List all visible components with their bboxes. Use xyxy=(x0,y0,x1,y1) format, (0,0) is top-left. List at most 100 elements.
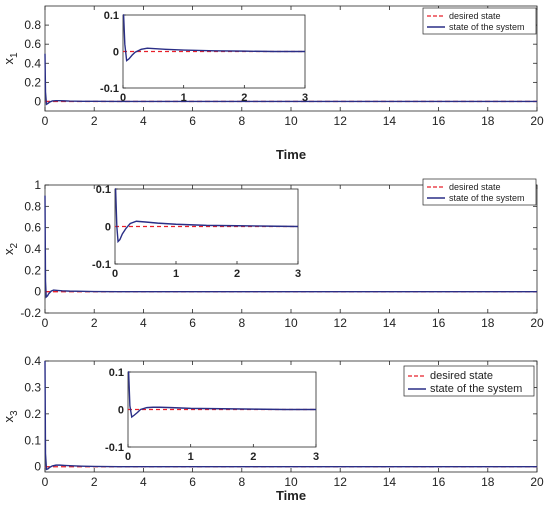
x-tick-label: 2 xyxy=(91,316,98,330)
inset-series-system-state-line xyxy=(114,188,299,244)
inset-x-tick-label: 2 xyxy=(250,451,256,463)
x-tick-label: 12 xyxy=(334,475,348,489)
y-tick-label: 0.6 xyxy=(24,221,41,235)
series-system-state-line xyxy=(44,360,537,471)
x-tick-label: 0 xyxy=(42,475,49,489)
x-tick-label: 20 xyxy=(530,114,544,128)
x-tick-label: 16 xyxy=(432,475,446,489)
y-axis-label: x1 xyxy=(1,52,20,65)
inset-x-tick-label: 3 xyxy=(313,451,319,463)
x-axis-label: Time xyxy=(276,488,306,503)
y-tick-label: 0 xyxy=(34,460,41,474)
x-tick-label: 2 xyxy=(91,114,98,128)
inset-axes: 0 1 2 3-0.100.1 xyxy=(92,184,301,280)
x-tick-label: 10 xyxy=(284,114,298,128)
x-tick-label: 8 xyxy=(238,316,245,330)
inset-y-tick-label: 0 xyxy=(105,222,111,234)
inset-axes: 0 1 2 3-0.100.1 xyxy=(100,10,308,104)
x-tick-label: 14 xyxy=(383,475,397,489)
inset-x-tick-label: 1 xyxy=(181,92,187,104)
y-tick-label: 0.4 xyxy=(24,354,41,368)
y-tick-label: 0.2 xyxy=(24,263,41,277)
inset-x-tick-label: 2 xyxy=(234,268,240,280)
x-tick-label: 20 xyxy=(530,316,544,330)
x-tick-label: 0 xyxy=(42,114,49,128)
y-tick-label: 0 xyxy=(34,285,41,299)
legend-box xyxy=(422,7,537,35)
y-axis-label: x2 xyxy=(1,243,20,256)
inset-y-tick-label: -0.1 xyxy=(105,442,124,454)
legend-label-desired: desired state xyxy=(430,370,493,382)
legend-label-system: state of the system xyxy=(449,22,525,32)
y-tick-label: 0.4 xyxy=(24,242,41,256)
x-tick-label: 8 xyxy=(238,475,245,489)
inset-y-tick-label: 0 xyxy=(118,405,124,417)
inset-x-tick-label: 3 xyxy=(302,92,308,104)
x-tick-label: 18 xyxy=(481,316,495,330)
y-tick-label: 0.1 xyxy=(24,433,41,447)
x-tick-label: 6 xyxy=(189,114,196,128)
legend-label-system: state of the system xyxy=(449,193,525,203)
inset-x-tick-label: 0 xyxy=(112,268,118,280)
legend-box xyxy=(403,365,535,397)
legend-box xyxy=(422,178,537,206)
inset-x-tick-label: 0 xyxy=(120,92,126,104)
y-tick-label: 0.2 xyxy=(24,407,41,421)
inset-x-tick-label: 2 xyxy=(241,92,247,104)
y-axis-label: x3 xyxy=(1,410,20,423)
x-tick-label: 16 xyxy=(432,114,446,128)
x-tick-label: 8 xyxy=(238,114,245,128)
series-system-state-line xyxy=(44,53,537,106)
y-tick-label: 0.8 xyxy=(24,199,41,213)
inset-axes: 0 1 2 3-0.100.1 xyxy=(105,367,319,463)
inset-y-tick-label: 0 xyxy=(113,47,119,59)
x-tick-label: 0 xyxy=(42,316,49,330)
series-system-state-line xyxy=(44,195,537,299)
y-tick-label: 1 xyxy=(34,178,41,192)
x-tick-label: 2 xyxy=(91,475,98,489)
x-tick-label: 14 xyxy=(383,316,397,330)
x-axis-label: Time xyxy=(276,147,306,162)
x-tick-label: 14 xyxy=(383,114,397,128)
x-tick-label: 18 xyxy=(481,475,495,489)
inset-y-tick-label: 0.1 xyxy=(104,10,119,22)
legend-label-desired: desired state xyxy=(449,182,501,192)
inset-y-tick-label: 0.1 xyxy=(96,184,111,196)
y-tick-label: 0 xyxy=(34,94,41,108)
y-tick-label: 0.6 xyxy=(24,37,41,51)
inset-x-tick-label: 1 xyxy=(173,268,179,280)
inset-y-tick-label: 0.1 xyxy=(109,367,124,379)
legend-label-system: state of the system xyxy=(430,383,522,395)
x-tick-label: 4 xyxy=(140,114,147,128)
inset-x-tick-label: 1 xyxy=(188,451,194,463)
x-tick-label: 4 xyxy=(140,475,147,489)
inset-series-system-state-line xyxy=(127,371,316,419)
x-tick-label: 18 xyxy=(481,114,495,128)
x-tick-label: 20 xyxy=(530,475,544,489)
x-tick-label: 4 xyxy=(140,316,147,330)
inset-y-tick-label: -0.1 xyxy=(92,259,111,271)
y-tick-label: 0.8 xyxy=(24,18,41,32)
inset-x-tick-label: 0 xyxy=(125,451,131,463)
x-tick-label: 10 xyxy=(284,475,298,489)
y-tick-label: 0.2 xyxy=(24,75,41,89)
legend-label-desired: desired state xyxy=(449,11,501,21)
y-tick-label: 0.3 xyxy=(24,380,41,394)
x-tick-label: 12 xyxy=(334,114,348,128)
y-tick-label: -0.2 xyxy=(20,306,41,320)
x-tick-label: 16 xyxy=(432,316,446,330)
inset-y-tick-label: -0.1 xyxy=(100,83,119,95)
y-tick-label: 0.4 xyxy=(24,56,41,70)
x-tick-label: 6 xyxy=(189,316,196,330)
x-tick-label: 12 xyxy=(334,316,348,330)
x-tick-label: 6 xyxy=(189,475,196,489)
inset-x-tick-label: 3 xyxy=(295,268,301,280)
